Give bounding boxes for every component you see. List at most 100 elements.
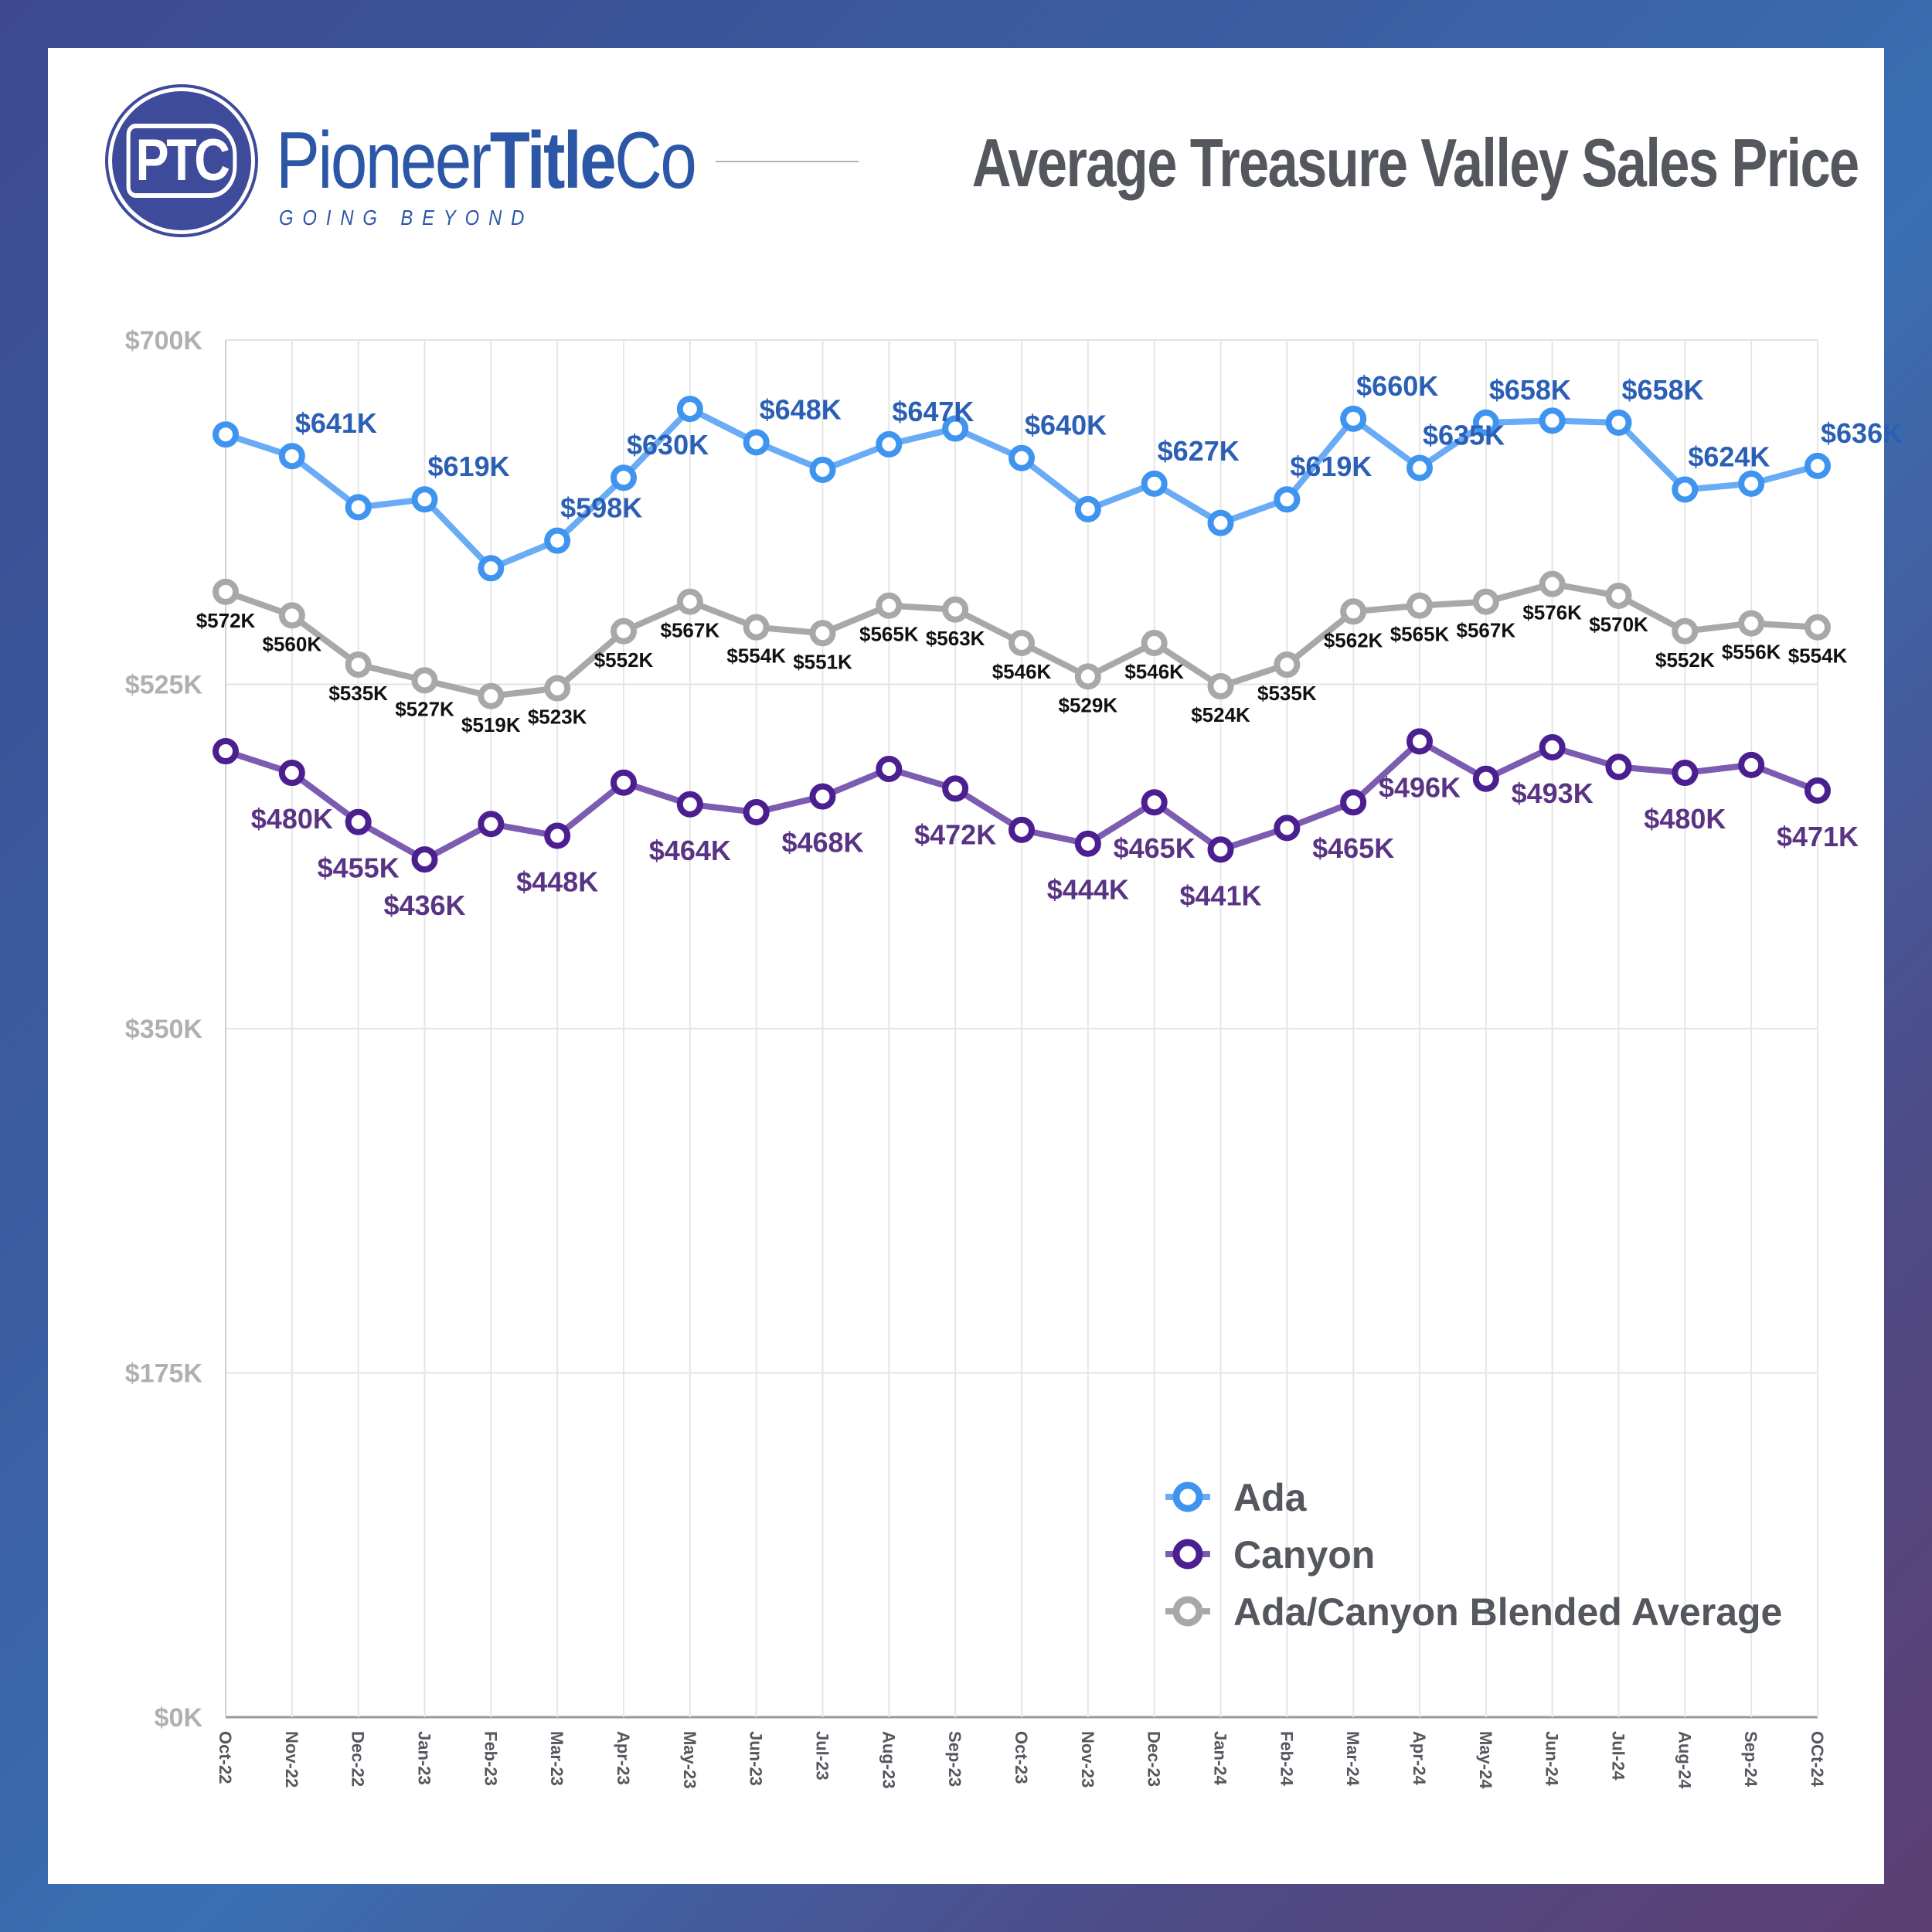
data-point-ada <box>1605 409 1632 436</box>
data-point-blend <box>809 620 836 647</box>
data-label-blend: $563K <box>926 627 985 650</box>
data-label-ada: $640K <box>1025 410 1107 441</box>
data-label-canyon: $493K <box>1512 777 1594 809</box>
data-point-ada <box>1274 486 1301 513</box>
data-label-blend: $554K <box>1788 645 1848 668</box>
data-label-ada: $647K <box>892 396 974 427</box>
data-label-ada: $627K <box>1158 435 1240 467</box>
data-label-blend: $567K <box>1457 619 1516 642</box>
data-point-canyon <box>1605 753 1632 781</box>
header-divider <box>716 161 859 162</box>
data-point-canyon <box>278 760 305 787</box>
x-tick-label: Oct-23 <box>1012 1731 1031 1784</box>
legend-item-canyon: Canyon <box>1165 1533 1375 1577</box>
logo-wordmark: PioneerTitleCo <box>276 121 697 201</box>
chart-card <box>48 48 1884 1884</box>
data-point-ada <box>544 527 571 554</box>
data-label-canyon: $472K <box>914 818 996 850</box>
data-label-canyon: $448K <box>516 866 598 898</box>
logo-monogram: PTC <box>126 124 237 198</box>
x-tick-label: Feb-24 <box>1277 1731 1296 1787</box>
data-point-ada <box>743 429 770 456</box>
legend-label: Ada/Canyon Blended Average <box>1233 1590 1782 1634</box>
data-label-canyon: $468K <box>781 827 863 859</box>
data-point-ada <box>876 430 903 457</box>
series-ada <box>213 396 1831 582</box>
data-label-blend: $535K <box>328 682 388 705</box>
data-label-blend: $529K <box>1059 693 1118 716</box>
data-label-blend: $560K <box>263 632 322 655</box>
x-tick-label: Jan-23 <box>415 1731 434 1785</box>
chart-title: Average Treasure Valley Sales Price <box>972 124 1859 201</box>
data-point-blend <box>1207 673 1234 700</box>
x-tick-label: Feb-23 <box>481 1731 500 1786</box>
x-axis: Oct-22 Nov-22 Dec-22 Jan-23 Feb-23 Mar-23 Apr-… <box>216 1731 1827 1789</box>
x-tick-label: Jan-24 <box>1211 1731 1230 1785</box>
data-label-ada: $624K <box>1688 440 1770 472</box>
data-point-ada <box>1009 444 1035 471</box>
data-label-ada: $658K <box>1489 374 1571 406</box>
data-point-canyon <box>1406 728 1433 755</box>
data-point-ada <box>1207 509 1234 536</box>
data-point-canyon <box>1672 760 1699 787</box>
data-point-blend <box>1672 617 1699 645</box>
data-point-canyon <box>743 798 770 825</box>
data-point-canyon <box>1472 765 1499 792</box>
x-tick-label: Jul-24 <box>1609 1731 1628 1781</box>
logo-word-title: Title <box>489 116 617 206</box>
data-label-ada: $648K <box>760 393 842 425</box>
data-label-blend: $546K <box>992 660 1052 683</box>
series-blend <box>213 570 1831 709</box>
data-point-canyon <box>1207 836 1234 863</box>
data-label-ada: $619K <box>1290 451 1372 482</box>
data-point-canyon <box>1009 816 1035 843</box>
data-point-blend <box>1804 614 1831 641</box>
data-point-ada <box>1141 470 1168 497</box>
x-tick-label: Jul-23 <box>813 1731 832 1781</box>
data-point-ada <box>1804 452 1831 479</box>
data-label-canyon: $444K <box>1047 874 1129 906</box>
data-point-blend <box>1539 570 1566 597</box>
data-point-ada <box>1074 495 1101 522</box>
legend-marker-canyon-icon <box>1172 1539 1203 1570</box>
data-label-ada: $635K <box>1423 419 1505 451</box>
data-label-canyon: $441K <box>1179 879 1261 911</box>
data-point-blend <box>411 667 438 694</box>
y-tick-label: $700K <box>125 326 203 355</box>
data-label-blend: $524K <box>1191 703 1250 726</box>
data-point-canyon <box>1141 789 1168 816</box>
data-point-blend <box>1605 582 1632 609</box>
x-tick-label: May-24 <box>1476 1731 1495 1789</box>
x-tick-label: Aug-24 <box>1675 1731 1694 1789</box>
logo-emblem: PTC <box>112 91 251 230</box>
data-point-ada <box>1472 409 1499 436</box>
legend-marker-ada-icon <box>1172 1481 1203 1512</box>
data-label-blend: $565K <box>1390 623 1450 646</box>
data-point-ada <box>1672 476 1699 503</box>
data-label-blend: $570K <box>1589 613 1648 636</box>
legend-label: Canyon <box>1233 1533 1375 1577</box>
data-point-blend <box>876 592 903 619</box>
data-point-canyon <box>345 808 372 835</box>
data-point-blend <box>1141 630 1168 657</box>
data-point-canyon <box>942 775 969 802</box>
y-tick-label: $525K <box>125 671 203 700</box>
x-tick-label: Jun-24 <box>1543 1731 1562 1787</box>
data-point-blend <box>1738 610 1765 637</box>
data-point-blend <box>676 588 703 615</box>
data-point-ada <box>411 486 438 513</box>
logo-word-pioneer: Pioneer <box>276 116 492 206</box>
data-label-canyon: $465K <box>1114 832 1196 864</box>
y-tick-label: $350K <box>125 1015 203 1044</box>
data-point-canyon <box>411 846 438 873</box>
x-tick-label: Mar-23 <box>547 1731 566 1786</box>
data-label-blend: $567K <box>661 619 720 642</box>
x-tick-label: Nov-23 <box>1078 1731 1097 1787</box>
series-layer <box>213 396 1831 873</box>
data-label-ada: $641K <box>295 407 377 439</box>
x-tick-label: Nov-22 <box>282 1731 301 1787</box>
data-point-blend <box>1009 630 1035 657</box>
data-point-ada <box>478 555 505 582</box>
series-canyon <box>213 728 1831 873</box>
data-point-ada <box>942 415 969 442</box>
